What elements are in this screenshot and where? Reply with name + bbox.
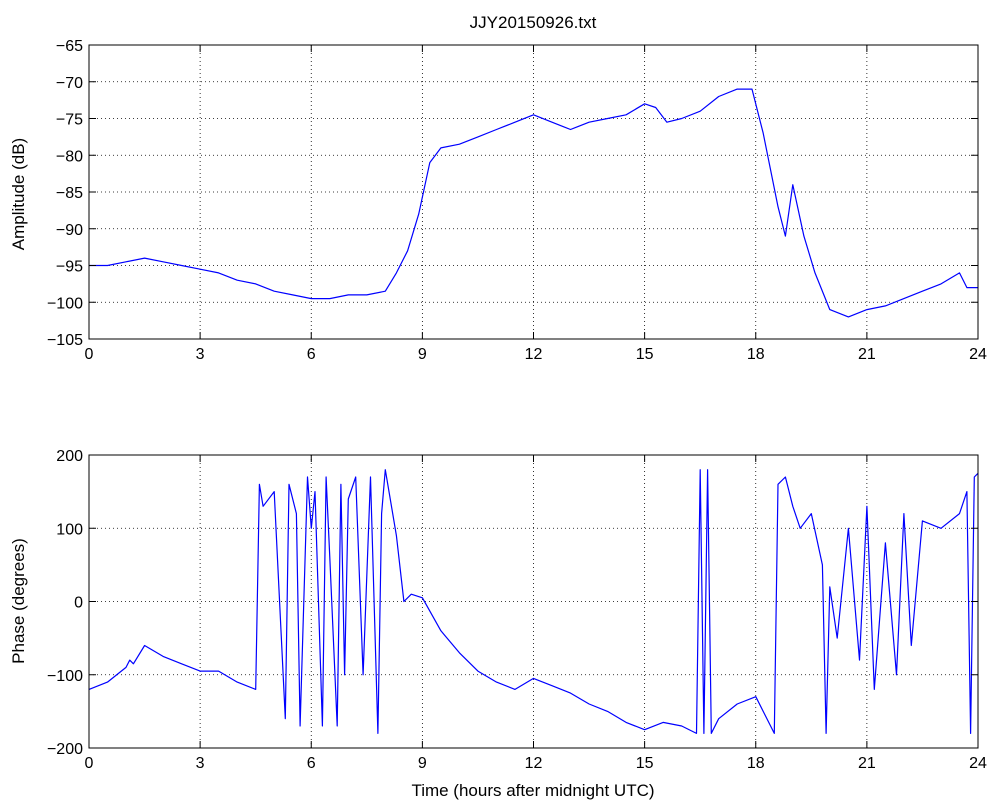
amplitude-y-tick-label: −105	[47, 332, 83, 349]
phase-y-tick-label: −200	[47, 741, 83, 758]
amplitude-y-axis-label: Amplitude (dB)	[9, 138, 28, 250]
amplitude-x-tick-label: 15	[636, 346, 654, 363]
phase-y-axis-label: Phase (degrees)	[9, 538, 28, 664]
phase-plot: 0 3 6 9 12 15 18 21 24 200 100 0 −100 −200	[47, 448, 987, 772]
amplitude-y-tick-label: −80	[56, 148, 83, 165]
phase-y-tick-label: 0	[74, 595, 83, 612]
phase-y-tick-label: 200	[56, 448, 83, 465]
amplitude-x-tick-label: 21	[858, 346, 876, 363]
phase-y-tick-label: −100	[47, 668, 83, 685]
phase-x-tick-label: 6	[307, 755, 316, 772]
amplitude-y-tick-label: −85	[56, 185, 83, 202]
amplitude-x-tick-label: 6	[307, 346, 316, 363]
phase-x-tick-label: 9	[418, 755, 427, 772]
amplitude-y-tick-label: −75	[56, 112, 83, 129]
amplitude-x-tick-label: 9	[418, 346, 427, 363]
amplitude-y-tick-label: −90	[56, 222, 83, 239]
phase-y-tick-label: 100	[56, 521, 83, 538]
chart-title: JJY20150926.txt	[470, 13, 597, 32]
phase-x-tick-label: 15	[636, 755, 654, 772]
amplitude-x-tick-label: 24	[969, 346, 987, 363]
phase-x-tick-label: 18	[747, 755, 765, 772]
amplitude-y-tick-label: −100	[47, 295, 83, 312]
amplitude-y-tick-label: −95	[56, 259, 83, 276]
amplitude-x-tick-label: 18	[747, 346, 765, 363]
phase-series-line	[88, 469, 979, 735]
phase-x-tick-label: 0	[85, 755, 94, 772]
amplitude-y-tick-label: −70	[56, 75, 83, 92]
amplitude-y-tick-label: −65	[56, 38, 83, 55]
amplitude-series-line	[89, 88, 978, 318]
amplitude-x-tick-label: 0	[85, 346, 94, 363]
phase-x-tick-label: 24	[969, 755, 987, 772]
amplitude-plot: 0 3 6 9 12 15 18 21 24 −65 −70 −75 −80 −85 −90 −95 −100 −…	[47, 38, 987, 363]
amplitude-x-tick-label: 3	[196, 346, 205, 363]
phase-x-tick-label: 12	[525, 755, 543, 772]
phase-x-tick-label: 3	[196, 755, 205, 772]
phase-x-tick-label: 21	[858, 755, 876, 772]
time-x-axis-label: Time (hours after midnight UTC)	[411, 781, 654, 800]
amplitude-x-tick-label: 12	[525, 346, 543, 363]
